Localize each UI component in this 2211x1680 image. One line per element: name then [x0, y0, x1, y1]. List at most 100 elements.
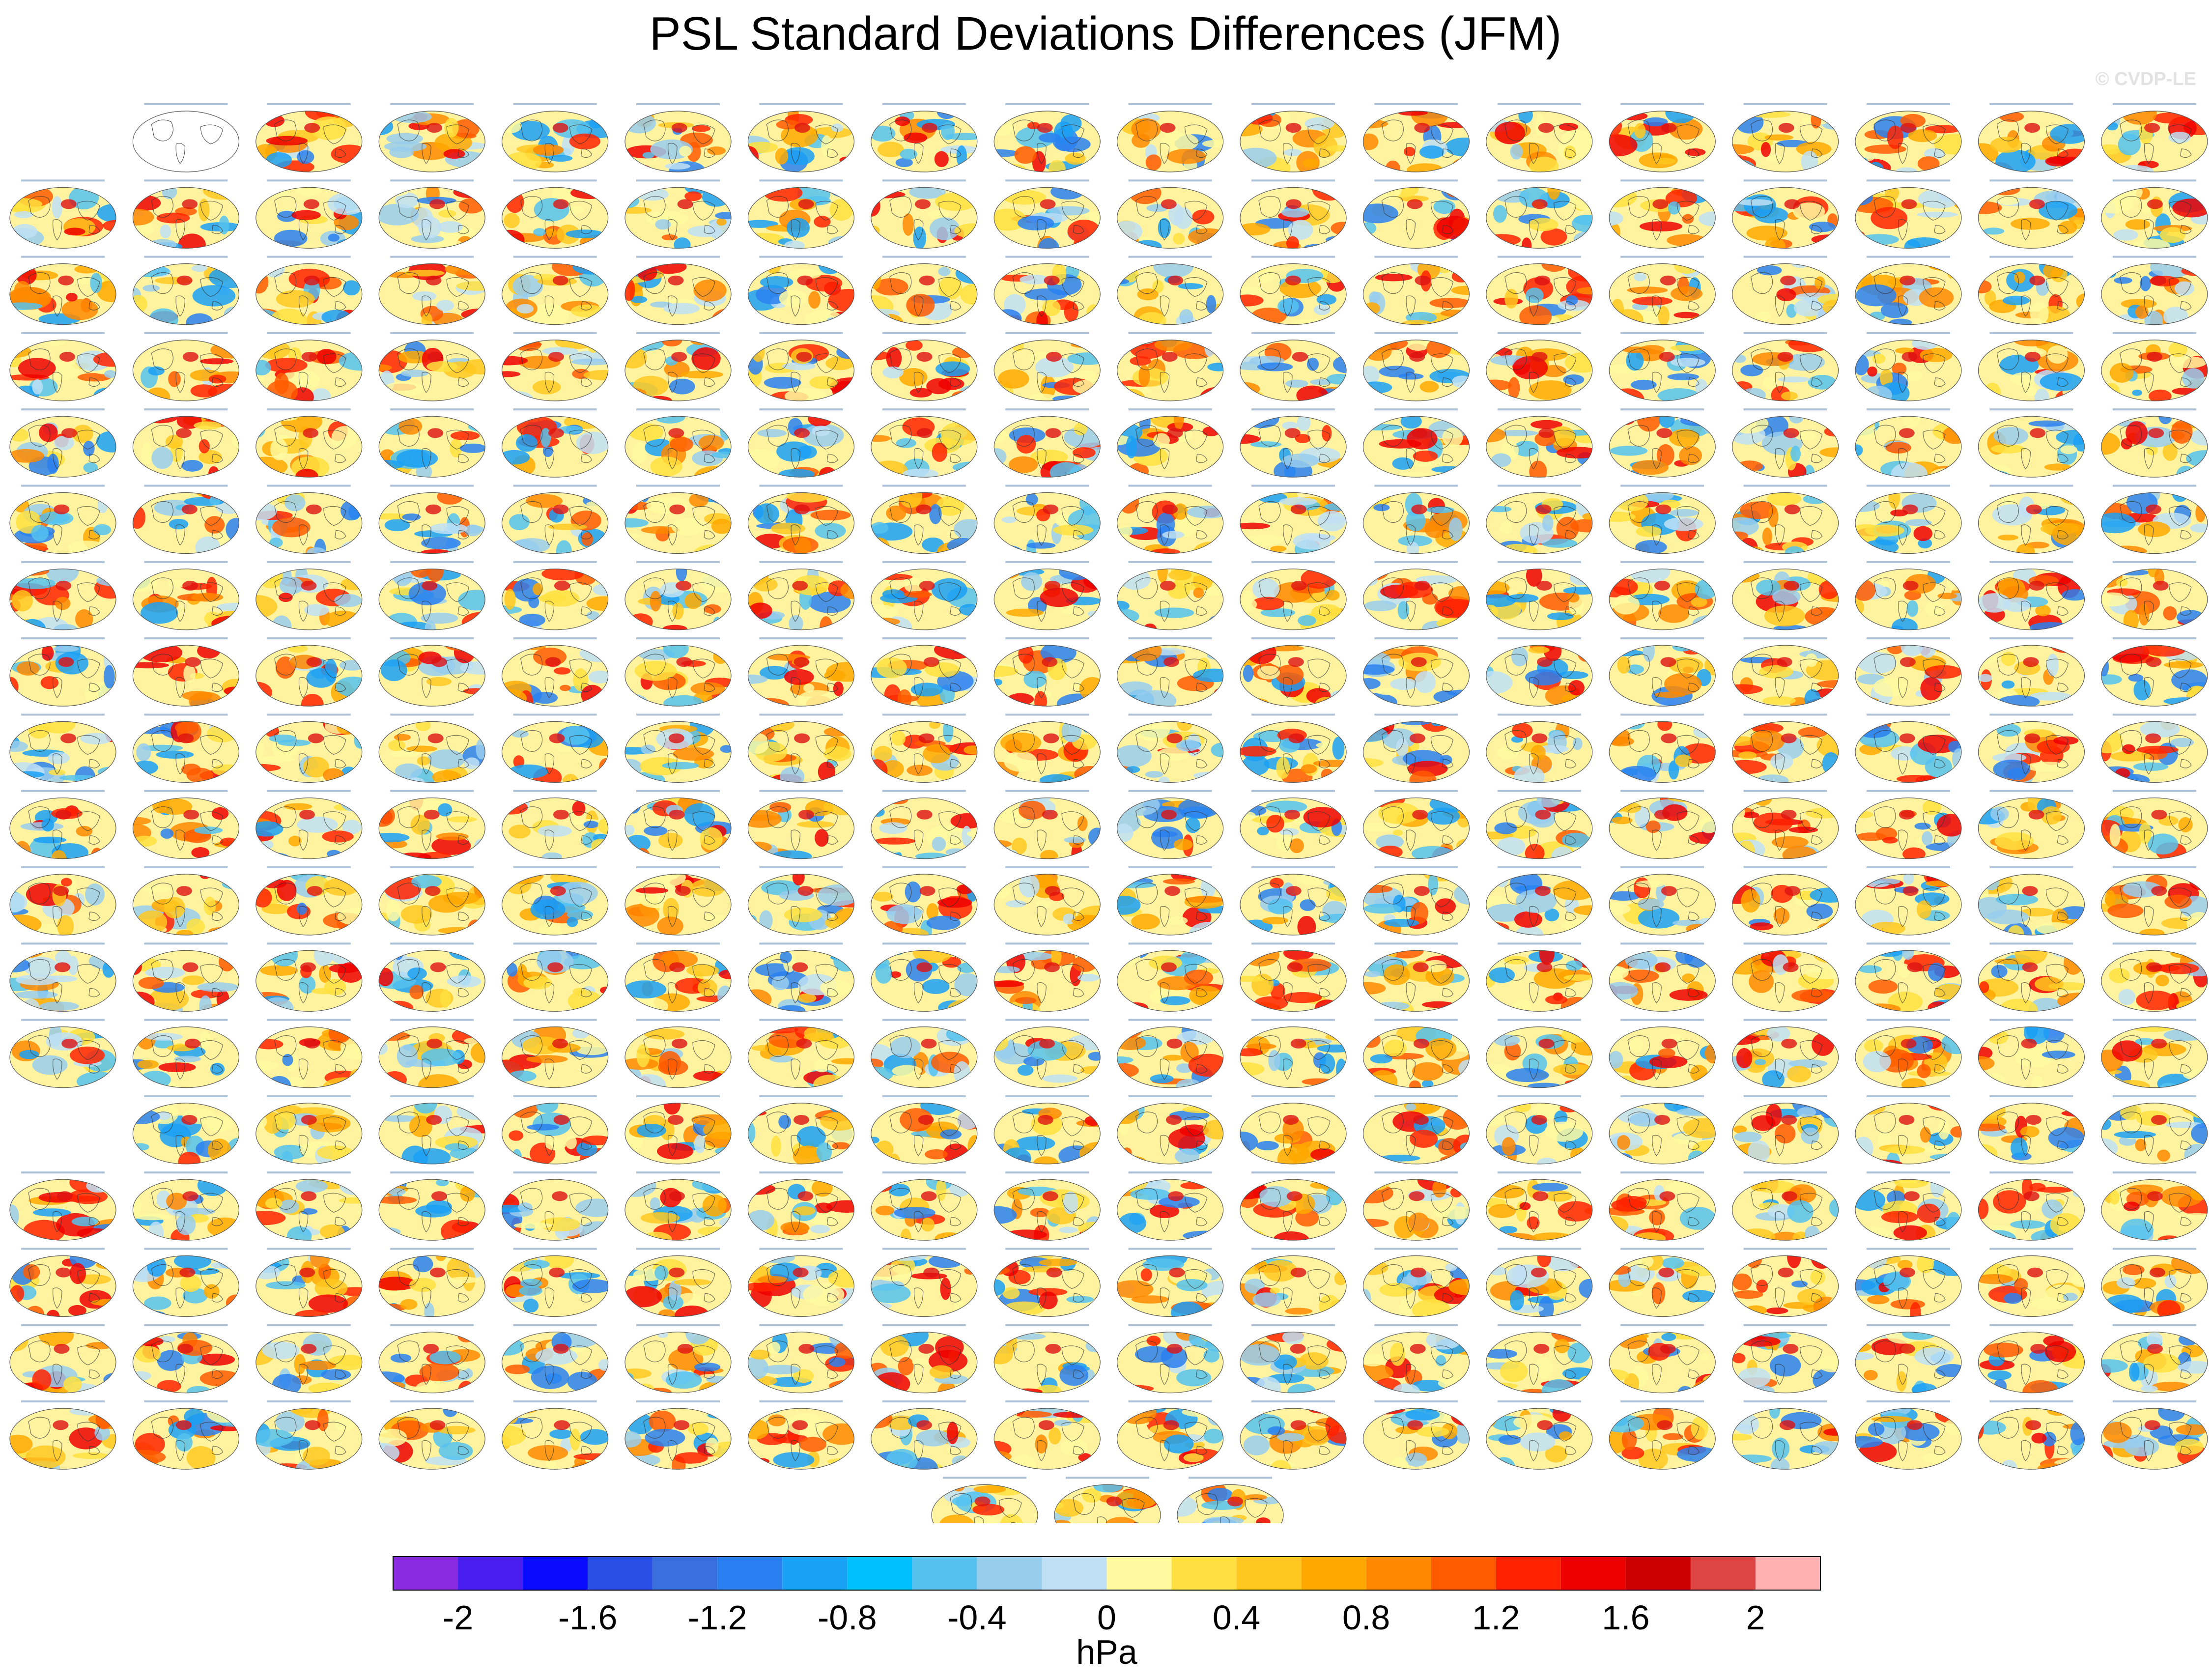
panel-title-line: [1005, 942, 1089, 945]
map-panel: [1855, 942, 1962, 1012]
map-panel: [747, 1095, 855, 1165]
map-panel: [1978, 866, 2085, 936]
panel-title-line: [513, 637, 597, 640]
map-panel: [1240, 256, 1347, 325]
panel-title-line: [390, 561, 474, 563]
map-panel: [1117, 790, 1224, 859]
map-panel: [1978, 790, 2085, 859]
map-panel: [1240, 790, 1347, 859]
map-panel: [9, 1324, 116, 1394]
map-panel: [931, 1477, 1038, 1523]
panel-title-line: [1867, 103, 1950, 105]
map-panel: [1362, 1248, 1470, 1317]
map-panel: [1054, 1477, 1161, 1523]
map-panel: [1486, 1324, 1593, 1394]
panel-title-line: [1743, 1400, 1827, 1403]
map-panel: [871, 408, 978, 478]
panel-title-line: [2112, 866, 2196, 868]
map-panel: [1978, 1400, 2085, 1470]
panel-title-line: [882, 256, 966, 258]
panel-title-line: [1743, 408, 1827, 411]
panel-title-line: [1497, 713, 1581, 716]
panel-title-line: [636, 1248, 720, 1250]
map-panel: [1978, 561, 2085, 630]
map-panel: [501, 1400, 609, 1470]
map-panel: [1855, 256, 1962, 325]
map-panel: [871, 637, 978, 707]
panel-title-line: [882, 1171, 966, 1174]
panel-title-line: [1989, 1095, 2073, 1097]
panel-title-line: [1497, 561, 1581, 563]
panel-title-line: [2112, 1095, 2196, 1097]
panel-title-line: [882, 713, 966, 716]
panel-title-line: [2112, 942, 2196, 945]
panel-title-line: [1005, 790, 1089, 792]
panel-title-line: [1374, 256, 1458, 258]
panel-title-line: [636, 179, 720, 182]
panel-title-line: [513, 256, 597, 258]
map-panel: [1732, 1171, 1839, 1241]
panel-title-line: [1620, 561, 1704, 563]
map-panel: [2101, 332, 2208, 401]
map-panel: [1855, 103, 1962, 172]
panel-title-line: [1989, 561, 2073, 563]
panel-title-line: [2112, 1248, 2196, 1250]
map-panel: [993, 1400, 1101, 1470]
colorbar-box: [847, 1557, 912, 1590]
map-panel: [2101, 866, 2208, 936]
map-panel: [1362, 1171, 1470, 1241]
panel-grid: [9, 103, 2208, 1523]
panel-title-line: [882, 1248, 966, 1250]
map-panel: [1855, 1400, 1962, 1470]
panel-title-line: [1251, 561, 1335, 563]
map-panel: [378, 179, 485, 249]
colorbar-box: [717, 1557, 783, 1590]
map-panel: [871, 1400, 978, 1470]
map-panel: [378, 332, 485, 401]
panel-title-line: [1251, 408, 1335, 411]
map-panel: [1609, 1019, 1716, 1088]
panel-title-line: [1989, 1171, 2073, 1174]
panel-title-line: [21, 179, 105, 182]
panel-title-line: [144, 637, 228, 640]
map-panel: [1732, 790, 1839, 859]
panel-title-line: [1989, 866, 2073, 868]
panel-title-line: [1005, 103, 1089, 105]
map-panel: [1609, 790, 1716, 859]
panel-title-line: [1867, 1324, 1950, 1326]
panel-title-line: [1743, 179, 1827, 182]
map-panel: [747, 103, 855, 172]
panel-title-line: [759, 332, 843, 334]
map-panel: [1609, 179, 1716, 249]
colorbar-tick-label: -0.8: [818, 1598, 877, 1637]
colorbar-box: [1560, 1557, 1626, 1590]
panel-title-line: [1374, 1095, 1458, 1097]
panel-title-line: [759, 1248, 843, 1250]
panel-title-line: [759, 561, 843, 563]
panel-title-line: [390, 103, 474, 105]
panel-title-line: [1989, 1019, 2073, 1021]
panel-title-line: [1005, 179, 1089, 182]
colorbar-tick-label: -0.4: [947, 1598, 1007, 1637]
panel-title-line: [759, 713, 843, 716]
map-panel: [1486, 1171, 1593, 1241]
map-panel: [993, 484, 1101, 554]
map-panel: [1117, 1095, 1224, 1165]
map-panel: [1117, 1324, 1224, 1394]
map-panel: [624, 561, 732, 630]
map-panel: [1732, 561, 1839, 630]
panel-title-line: [1497, 1019, 1581, 1021]
map-panel: [255, 942, 363, 1012]
map-panel: [2101, 561, 2208, 630]
panel-title-line: [1374, 866, 1458, 868]
map-panel: [624, 1095, 732, 1165]
map-panel: [1609, 561, 1716, 630]
panel-title-line: [1251, 1095, 1335, 1097]
panel-title-line: [1989, 1248, 2073, 1250]
panel-title-line: [1005, 866, 1089, 868]
map-panel: [9, 179, 116, 249]
map-panel: [1732, 866, 1839, 936]
map-panel: [871, 332, 978, 401]
map-panel: [1855, 713, 1962, 783]
panel-title-line: [1374, 484, 1458, 487]
